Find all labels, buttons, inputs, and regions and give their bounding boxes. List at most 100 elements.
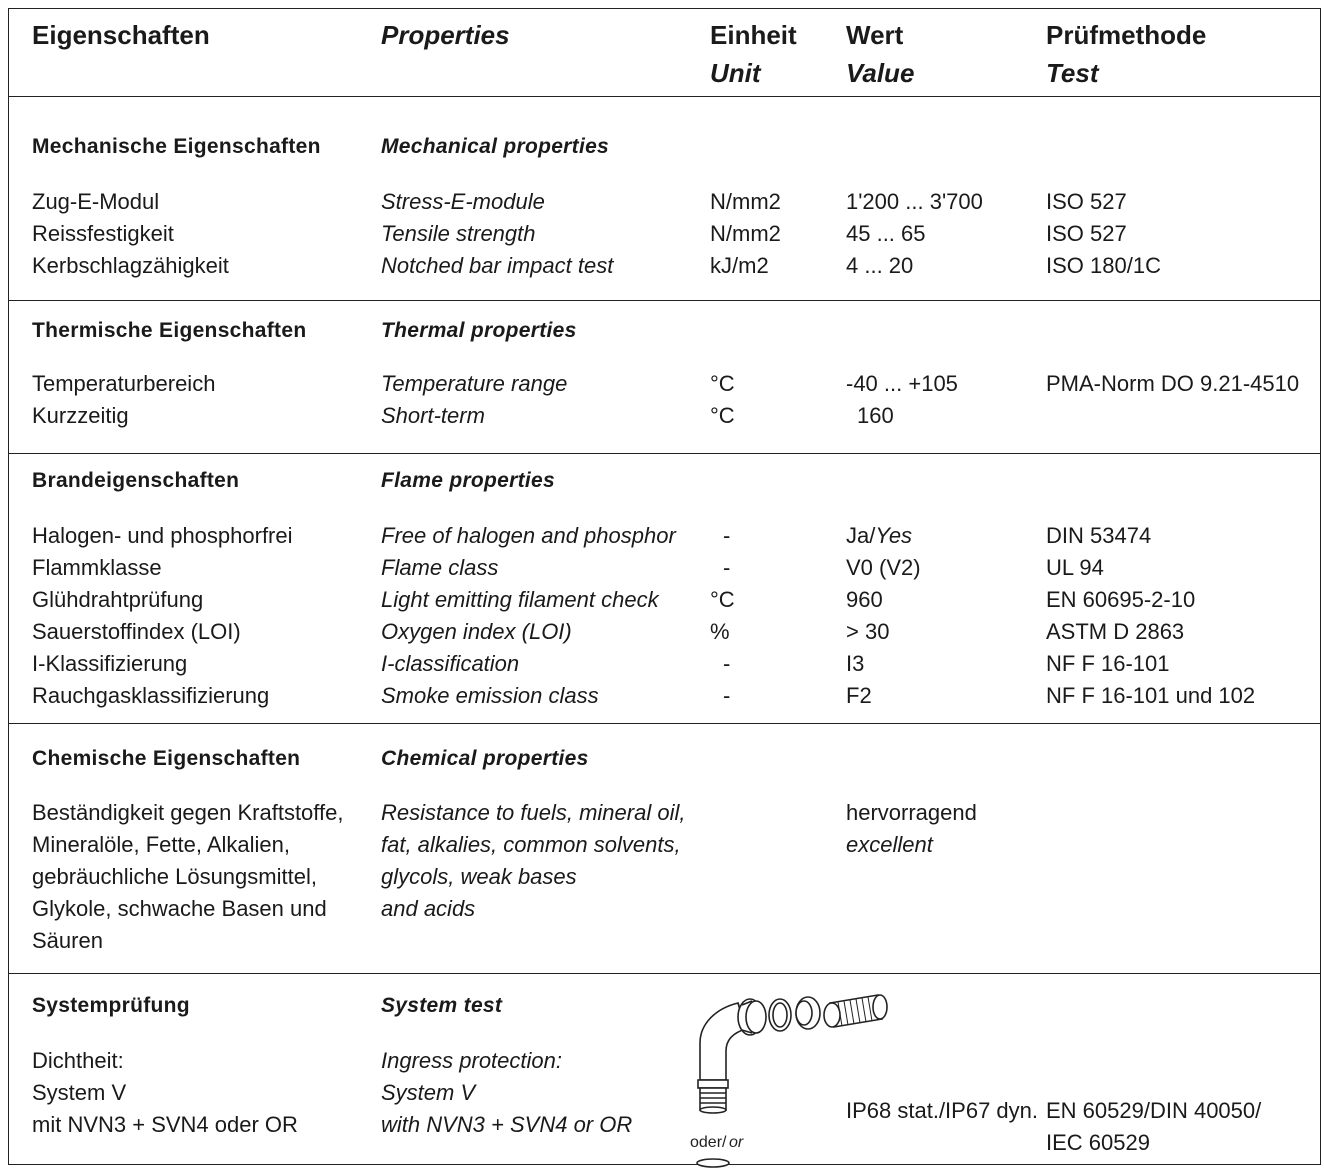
unit-cell: % (710, 619, 730, 644)
test-cell: DIN 53474 (1046, 523, 1152, 548)
test-cell: ISO 527 (1046, 221, 1127, 246)
value-cell: 960 (846, 587, 883, 612)
property-name: Temperaturbereich (32, 371, 216, 396)
unit-cell: - (723, 651, 731, 676)
section-divider (8, 973, 1321, 974)
header-divider (8, 96, 1321, 97)
section-title-chemical: Chemische Eigenschaften (32, 747, 301, 770)
test-cell: IEC 60529 (1046, 1130, 1150, 1155)
system-text-line: Dichtheit: (32, 1048, 124, 1073)
test-cell: ASTM D 2863 (1046, 619, 1185, 644)
unit-cell: kJ/m2 (710, 253, 769, 278)
property-name: Kerbschlagzähigkeit (32, 253, 229, 278)
section-title-system: Systemprüfung (32, 994, 190, 1017)
value-cell-en: excellent (846, 832, 933, 857)
property-name-en: Free of halogen and phosphor (381, 523, 676, 548)
test-cell: NF F 16-101 (1046, 651, 1170, 676)
property-name-en: I-classification (381, 651, 520, 676)
property-name-en: Flame class (381, 555, 499, 580)
section-title-thermal-en: Thermal properties (381, 319, 577, 342)
section-title-mechanical: Mechanische Eigenschaften (32, 135, 321, 158)
test-cell: ISO 527 (1046, 189, 1127, 214)
header-pruefmethode: Prüfmethode (1046, 20, 1207, 50)
unit-cell: - (723, 555, 731, 580)
value-cell: 45 ... 65 (846, 221, 926, 246)
value-cell: V0 (V2) (846, 555, 921, 580)
system-text-line: mit NVN3 + SVN4 oder OR (32, 1112, 298, 1137)
property-name-en: Smoke emission class (381, 683, 599, 708)
value-ja: Ja/ (846, 523, 876, 548)
value-cell: -40 ... +105 (846, 371, 958, 396)
property-name: Rauchgasklassifizierung (32, 683, 270, 708)
system-text-line-en: with NVN3 + SVN4 or OR (381, 1112, 633, 1137)
chemical-text-line: Säuren (32, 928, 103, 953)
section-title-flame: Brandeigenschaften (32, 469, 240, 492)
header-unit: Unit (710, 58, 761, 88)
system-text-line: System V (32, 1080, 127, 1105)
unit-cell: °C (710, 587, 735, 612)
section-title-flame-en: Flame properties (381, 469, 556, 492)
value-cell: IP68 stat./IP67 dyn. (846, 1098, 1039, 1123)
test-cell: ISO 180/1C (1046, 253, 1161, 278)
unit-cell: - (723, 683, 731, 708)
unit-cell: N/mm2 (710, 221, 781, 246)
header-properties: Properties (381, 20, 510, 50)
unit-cell: °C (710, 371, 735, 396)
property-name: Kurzzeitig (32, 403, 129, 428)
property-name: Sauerstoffindex (LOI) (32, 619, 241, 644)
header-eigenschaften: Eigenschaften (32, 20, 210, 50)
test-cell: PMA-Norm DO 9.21-4510 (1046, 371, 1300, 396)
chemical-text-line-en: fat, alkalies, common solvents, (381, 832, 681, 857)
property-name-en: Notched bar impact test (381, 253, 614, 278)
value-cell: F2 (846, 683, 872, 708)
property-name: Zug-E-Modul (32, 189, 160, 214)
chemical-text-line-en: glycols, weak bases (381, 864, 577, 889)
value-cell: 4 ... 20 (846, 253, 914, 278)
section-title-chemical-en: Chemical properties (381, 747, 589, 770)
property-name: Reissfestigkeit (32, 221, 174, 246)
property-name-en: Stress-E-module (381, 189, 545, 214)
property-name-en: Oxygen index (LOI) (381, 619, 572, 644)
image-label-oder: oder/ (690, 1134, 727, 1151)
header-einheit: Einheit (710, 20, 797, 50)
chemical-text-line-en: and acids (381, 896, 476, 921)
value-cell: 160 (857, 403, 894, 428)
property-name-en: Short-term (381, 403, 485, 428)
header-test: Test (1046, 58, 1099, 88)
unit-cell: N/mm2 (710, 189, 781, 214)
unit-cell: - (723, 523, 731, 548)
property-name: I-Klassifizierung (32, 651, 188, 676)
section-title-thermal: Thermische Eigenschaften (32, 319, 307, 342)
system-text-line-en: System V (381, 1080, 476, 1105)
conduit-fitting-illustration: oder/ or (690, 994, 888, 1168)
chemical-text-line: gebräuchliche Lösungsmittel, (32, 864, 317, 889)
test-cell: EN 60695-2-10 (1046, 587, 1196, 612)
system-text-line-en: Ingress protection: (381, 1048, 562, 1073)
value-yes: Yes (875, 523, 913, 548)
section-divider (8, 723, 1321, 724)
property-name-en: Temperature range (381, 371, 568, 396)
value-cell: > 30 (846, 619, 890, 644)
property-name-en: Light emitting filament check (381, 587, 659, 612)
chemical-text-line: Glykole, schwache Basen und (32, 896, 327, 921)
section-title-system-en: System test (381, 994, 503, 1017)
test-cell: NF F 16-101 und 102 (1046, 683, 1256, 708)
table-frame (8, 8, 1321, 1165)
chemical-text-line-en: Resistance to fuels, mineral oil, (381, 800, 686, 825)
test-cell: EN 60529/DIN 40050/ (1046, 1098, 1262, 1123)
property-name: Glühdrahtprüfung (32, 587, 204, 612)
property-name: Halogen- und phosphorfrei (32, 523, 293, 548)
value-cell: Ja/Yes (846, 520, 912, 552)
test-cell: UL 94 (1046, 555, 1104, 580)
header-wert: Wert (846, 20, 904, 50)
property-name: Flammklasse (32, 555, 162, 580)
unit-cell: °C (710, 403, 735, 428)
chemical-text-line: Mineralöle, Fette, Alkalien, (32, 832, 291, 857)
chemical-text-line: Beständigkeit gegen Kraftstoffe, (32, 800, 344, 825)
value-cell: I3 (846, 651, 865, 676)
header-value: Value (846, 58, 915, 88)
image-label-or: or (729, 1134, 744, 1151)
section-divider (8, 300, 1321, 301)
value-cell: 1'200 ... 3'700 (846, 189, 983, 214)
property-name-en: Tensile strength (381, 221, 536, 246)
